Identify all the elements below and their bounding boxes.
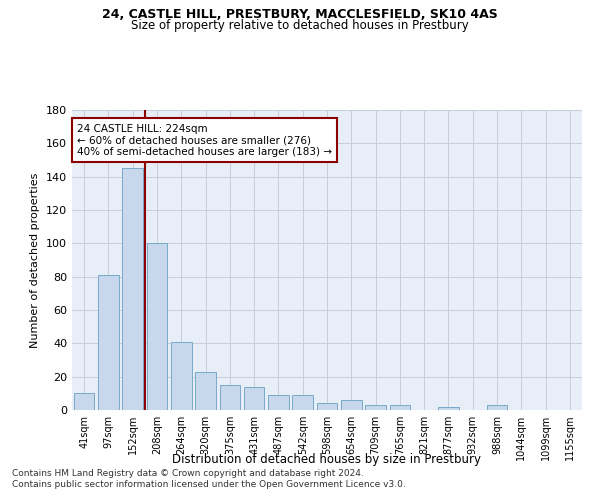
Bar xyxy=(122,168,143,410)
Text: 24, CASTLE HILL, PRESTBURY, MACCLESFIELD, SK10 4AS: 24, CASTLE HILL, PRESTBURY, MACCLESFIELD… xyxy=(102,8,498,20)
Bar xyxy=(365,405,386,410)
Bar xyxy=(146,244,167,410)
Bar xyxy=(195,372,216,410)
Text: Size of property relative to detached houses in Prestbury: Size of property relative to detached ho… xyxy=(131,19,469,32)
Bar xyxy=(389,405,410,410)
Bar xyxy=(317,404,337,410)
Text: 24 CASTLE HILL: 224sqm
← 60% of detached houses are smaller (276)
40% of semi-de: 24 CASTLE HILL: 224sqm ← 60% of detached… xyxy=(77,124,332,156)
Bar xyxy=(341,400,362,410)
Bar xyxy=(74,394,94,410)
Text: Distribution of detached houses by size in Prestbury: Distribution of detached houses by size … xyxy=(173,452,482,466)
Text: Contains public sector information licensed under the Open Government Licence v3: Contains public sector information licen… xyxy=(12,480,406,489)
Bar xyxy=(220,385,240,410)
Bar xyxy=(487,405,508,410)
Bar xyxy=(268,395,289,410)
Text: Contains HM Land Registry data © Crown copyright and database right 2024.: Contains HM Land Registry data © Crown c… xyxy=(12,468,364,477)
Bar xyxy=(98,275,119,410)
Bar xyxy=(438,406,459,410)
Bar xyxy=(292,395,313,410)
Y-axis label: Number of detached properties: Number of detached properties xyxy=(31,172,40,348)
Bar xyxy=(244,386,265,410)
Bar xyxy=(171,342,191,410)
